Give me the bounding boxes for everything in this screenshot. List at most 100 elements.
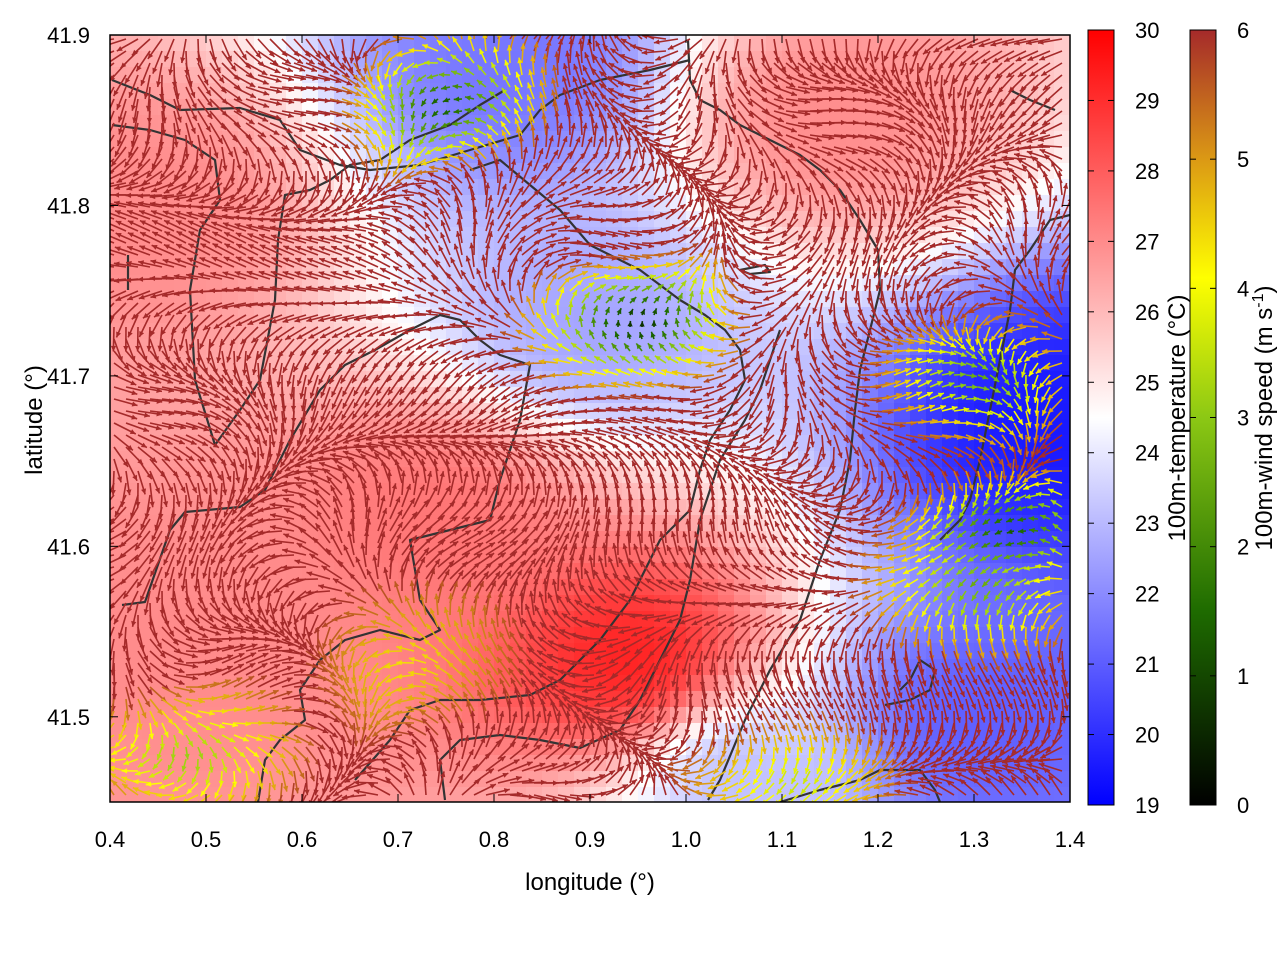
temperature-cell [846,99,863,116]
temperature-cell [654,787,671,802]
temperature-cell [270,787,287,802]
temperature-cell [174,499,191,516]
temperature-cell [430,243,447,260]
wind-vector-head [103,247,109,252]
temperature-cell [174,403,191,420]
temperature-cell [238,131,255,148]
temperature-cell [286,83,303,100]
temperature-cell [1054,787,1070,802]
temperature-cell [942,579,959,596]
temperature-cell [126,787,143,802]
temperature-cell [510,339,527,356]
temperature-cell [302,531,319,548]
temperature-cell [334,723,351,740]
temperature-cell [830,99,847,116]
temperature-cell [670,339,687,356]
temperature-cell [494,659,511,676]
temperature-cell [302,83,319,100]
temperature-cell [158,115,175,132]
wind-vector-head [105,128,110,134]
temperature-cell [830,307,847,324]
temperature-cell [366,243,383,260]
temperature-cell [574,675,591,692]
temperature-cell [654,499,671,516]
wind-vector-head [96,755,102,760]
wind-vector-head [90,556,96,561]
temperature-cell [590,339,607,356]
temperature-cell [286,291,303,308]
temperature-cell [654,515,671,532]
temperature-cell [494,515,511,532]
temperature-cell [542,371,559,388]
temperature-cell [542,723,559,740]
temperature-cell [222,67,239,84]
temperature-cell [270,179,287,196]
temperature-cell [926,595,943,612]
temperature-cell [190,723,207,740]
temperature-cell [830,451,847,468]
temperature-cell [238,35,255,52]
temperature-cell [430,227,447,244]
temperature-cell [654,179,671,196]
temperature-cell [382,307,399,324]
wind-vector-head [97,315,103,321]
temperature-cell [334,611,351,628]
temperature-cell [1054,307,1070,324]
temperature-cell [942,259,959,276]
temperature-cell [398,243,415,260]
temperature-cell [206,707,223,724]
temperature-cell [830,83,847,100]
temperature-cell [430,35,447,52]
temperature-cell [206,307,223,324]
temperature-cell [286,35,303,52]
wind-vector-head [99,740,105,745]
temperature-cell [718,35,735,52]
temperature-cell [702,147,719,164]
temperature-cell [158,595,175,612]
wind-vector-head [102,201,108,206]
temperature-cell [638,787,655,802]
wind-vector-head [102,777,107,783]
temperature-cell [878,451,895,468]
wind-vector-head [104,296,110,301]
temperature-cell [862,611,879,628]
temperature-cell [222,547,239,564]
temperature-cell [510,211,527,228]
temperature-cell [478,643,495,660]
temperature-cell [542,771,559,788]
temperature-cell [446,163,463,180]
temperature-cell [542,627,559,644]
temperature-cell [382,275,399,292]
temperature-cell [510,51,527,68]
temperature-cell [958,387,975,404]
temperature-cell [206,739,223,756]
wind-vector-head [104,561,110,566]
temperature-cell [782,739,799,756]
temperature-cell [462,787,479,802]
wind-vector-head [90,544,96,549]
temperature-cell [174,243,191,260]
temperature-cell [270,531,287,548]
temperature-cell [366,163,383,180]
wind-vector-head [102,102,107,108]
temperature-cell [526,739,543,756]
temperature-cell [206,755,223,772]
temperature-cell [366,515,383,532]
temperature-cell [574,307,591,324]
temperature-cell [350,291,367,308]
temperature-cell [1022,787,1039,802]
temperature-cell [462,611,479,628]
wind-vector-head [102,262,108,267]
temperature-cell [1054,147,1070,164]
temperature-cell [590,755,607,772]
wind-vector-head [95,73,101,78]
temperature-cell [1054,483,1070,500]
temperature-cell [670,659,687,676]
temperature-cell [510,307,527,324]
temperature-cell [830,723,847,740]
temperature-cell [958,419,975,436]
temperature-cell [190,531,207,548]
temperature-cell [654,387,671,404]
temperature-cell [318,595,335,612]
temperature-cell [462,243,479,260]
